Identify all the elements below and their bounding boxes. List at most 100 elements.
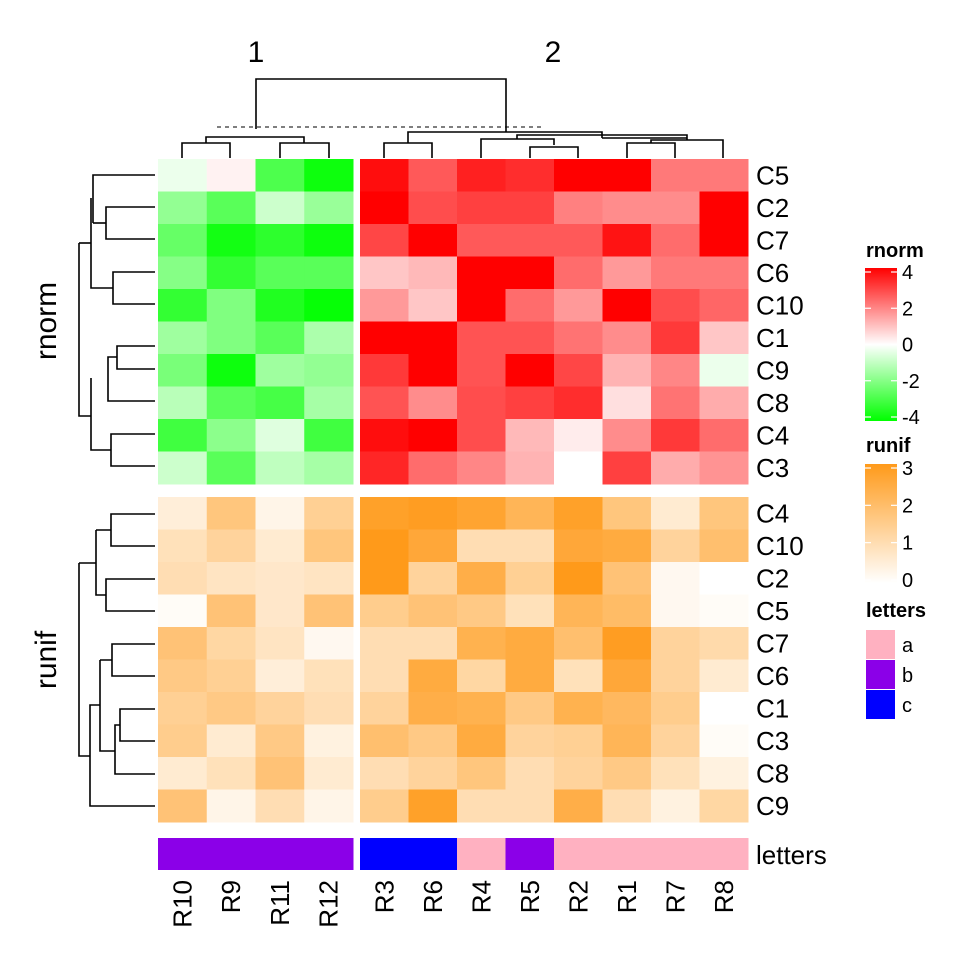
row-label: C10	[756, 290, 804, 320]
heatmap-cell-runif-C8	[554, 757, 603, 790]
annotation-cell-a	[457, 838, 506, 870]
heatmap-cell-runif-C10	[408, 529, 458, 563]
heatmap-cell-rnorm-C6	[457, 256, 506, 290]
heatmap-cell-runif-C7	[457, 627, 506, 660]
column-split-title-1: 1	[248, 36, 265, 69]
heatmap-cell-runif-C4	[554, 497, 603, 530]
heatmap-cell-rnorm-C3	[158, 451, 208, 485]
heatmap-cell-runif-C3	[158, 724, 208, 758]
row-title-runif: runif	[30, 630, 63, 689]
heatmap-cell-rnorm-C2	[505, 191, 555, 225]
heatmap-cell-rnorm-C8	[158, 386, 208, 420]
heatmap-cell-runif-C9	[408, 789, 458, 823]
heatmap-cell-rnorm-C6	[304, 256, 354, 290]
column-split-title-2: 2	[545, 36, 562, 69]
legend-item-label: b	[902, 665, 913, 687]
heatmap-cell-runif-C7	[360, 627, 409, 660]
heatmap-cell-rnorm-C5	[457, 159, 506, 192]
heatmap-cell-rnorm-C6	[408, 256, 458, 290]
heatmap-cell-rnorm-C5	[699, 159, 749, 192]
heatmap-cell-runif-C7	[255, 627, 305, 660]
heatmap-cell-rnorm-C5	[554, 159, 603, 192]
heatmap-cell-rnorm-C3	[360, 451, 409, 485]
heatmap-cell-runif-C6	[505, 659, 555, 693]
heatmap-cell-rnorm-C6	[505, 256, 555, 290]
heatmap-cell-runif-C2	[304, 562, 354, 595]
heatmap-cell-rnorm-C1	[408, 321, 458, 355]
legend-tick-label: 0	[902, 335, 913, 357]
heatmap-cell-rnorm-C4	[699, 419, 749, 452]
heatmap-cell-runif-C10	[255, 529, 305, 563]
heatmap-cell-rnorm-C2	[255, 191, 305, 225]
row-label: C1	[756, 323, 789, 353]
heatmap-cell-runif-C8	[304, 757, 354, 790]
column-label: R2	[563, 880, 593, 913]
heatmap-cell-rnorm-C8	[651, 386, 700, 420]
heatmap-cell-rnorm-C1	[360, 321, 409, 355]
heatmap-cell-rnorm-C1	[554, 321, 603, 355]
heatmap-cell-rnorm-C8	[206, 386, 256, 420]
annotation-cell-a	[602, 838, 652, 870]
heatmap-cell-runif-C3	[255, 724, 305, 758]
column-dendrogram	[181, 78, 724, 158]
heatmap-cell-runif-C4	[651, 497, 700, 530]
heatmap-cell-rnorm-C5	[651, 159, 700, 192]
heatmap-cell-runif-C5	[255, 594, 305, 628]
heatmap-cell-rnorm-C5	[408, 159, 458, 192]
column-label: R1	[612, 880, 642, 913]
heatmap-cell-rnorm-C10	[505, 289, 555, 322]
row-title-rnorm: rnorm	[30, 282, 63, 360]
heatmap-cell-runif-C3	[699, 724, 749, 758]
legend-rnorm: rnorm 4 2 0 -2 -4	[865, 240, 924, 429]
row-dendrogram-runif	[78, 513, 155, 807]
heatmap-cell-runif-C9	[699, 789, 749, 823]
heatmap-cell-rnorm-C10	[651, 289, 700, 322]
heatmap-cell-rnorm-C9	[255, 354, 305, 387]
column-label: R4	[466, 880, 496, 913]
heatmap-cell-rnorm-C5	[360, 159, 409, 192]
heatmap-cell-runif-C5	[699, 594, 749, 628]
heatmap-cell-runif-C4	[457, 497, 506, 530]
heatmap-cell-rnorm-C6	[255, 256, 305, 290]
row-label: C3	[756, 726, 789, 756]
heatmap-cell-rnorm-C6	[651, 256, 700, 290]
heatmap-cell-runif-C1	[304, 692, 354, 725]
column-label: R3	[369, 880, 399, 913]
row-label: C7	[756, 628, 789, 658]
heatmap-cell-rnorm-C4	[158, 419, 208, 452]
heatmap-cell-rnorm-C1	[158, 321, 208, 355]
row-label: C2	[756, 193, 789, 223]
heatmap-cell-rnorm-C8	[602, 386, 652, 420]
row-label: C8	[756, 388, 789, 418]
row-label: C2	[756, 563, 789, 593]
heatmap-cell-runif-C4	[699, 497, 749, 530]
heatmap-cell-runif-C10	[602, 529, 652, 563]
heatmap-cell-rnorm-C10	[206, 289, 256, 322]
heatmap-cell-runif-C7	[304, 627, 354, 660]
heatmap-cell-runif-C1	[255, 692, 305, 725]
heatmap-cell-runif-C5	[360, 594, 409, 628]
row-label: C10	[756, 531, 804, 561]
heatmap-cell-runif-C9	[457, 789, 506, 823]
heatmap-cell-runif-C9	[360, 789, 409, 823]
heatmap-cell-rnorm-C7	[408, 224, 458, 257]
heatmap-cell-rnorm-C6	[360, 256, 409, 290]
heatmap-cell-runif-C8	[505, 757, 555, 790]
heatmap-cell-runif-C1	[602, 692, 652, 725]
heatmap-cell-runif-C9	[304, 789, 354, 823]
annotation-cell-a	[699, 838, 749, 870]
heatmap-cell-rnorm-C4	[255, 419, 305, 452]
heatmap-cell-rnorm-C10	[360, 289, 409, 322]
heatmap-cell-runif-C5	[457, 594, 506, 628]
heatmap-body-rnorm	[158, 159, 749, 485]
heatmap-cell-runif-C10	[206, 529, 256, 563]
heatmap-cell-rnorm-C3	[206, 451, 256, 485]
heatmap-cell-runif-C3	[651, 724, 700, 758]
annotation-cell-c	[360, 838, 409, 870]
annotation-cell-b	[304, 838, 354, 870]
heatmap-cell-runif-C5	[408, 594, 458, 628]
heatmap-cell-runif-C6	[457, 659, 506, 693]
heatmap-cell-rnorm-C2	[554, 191, 603, 225]
heatmap-cell-rnorm-C10	[457, 289, 506, 322]
heatmap-cell-runif-C10	[158, 529, 208, 563]
